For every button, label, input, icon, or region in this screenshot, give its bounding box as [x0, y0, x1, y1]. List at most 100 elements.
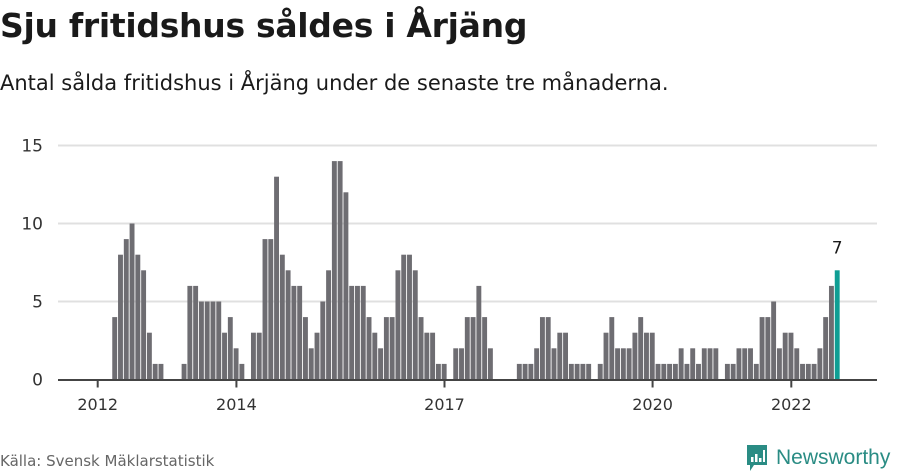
bar — [638, 317, 644, 380]
bar — [736, 348, 742, 380]
bar — [250, 332, 256, 380]
bar — [597, 363, 603, 380]
bar — [256, 332, 262, 380]
bar — [435, 363, 441, 380]
bar — [152, 363, 158, 380]
bar — [279, 254, 285, 380]
highlight-value-label: 7 — [832, 238, 843, 258]
bar — [378, 348, 384, 380]
bar — [724, 363, 730, 380]
x-tick-label: 2014 — [216, 395, 257, 414]
bar — [672, 363, 678, 380]
bar — [563, 332, 568, 380]
bar — [626, 348, 632, 380]
bar — [355, 285, 360, 380]
bar — [407, 254, 412, 380]
bar — [129, 223, 135, 380]
bar — [828, 285, 834, 380]
bar — [146, 332, 152, 380]
bar — [349, 285, 355, 380]
bar — [227, 317, 233, 380]
bar — [539, 317, 545, 380]
bar — [303, 317, 308, 380]
bar — [534, 348, 540, 380]
bar — [776, 348, 782, 380]
x-tick-label: 2022 — [771, 395, 812, 414]
y-tick-label: 15 — [21, 137, 43, 157]
y-tick-label: 0 — [32, 371, 43, 391]
bar — [620, 348, 626, 380]
bar — [545, 317, 551, 380]
bar — [262, 239, 268, 380]
bar — [470, 317, 476, 380]
bar — [222, 332, 227, 380]
bar — [701, 348, 707, 380]
bar — [678, 348, 684, 380]
x-tick-label: 2020 — [632, 395, 673, 414]
bar — [713, 348, 719, 380]
bar — [268, 239, 274, 380]
bar — [661, 363, 667, 380]
bar — [817, 348, 823, 380]
brand-name: Newsworthy — [776, 446, 891, 469]
bar — [216, 301, 222, 380]
bar — [331, 161, 337, 380]
bar — [632, 332, 638, 380]
x-axis — [58, 379, 877, 388]
bar — [568, 363, 574, 380]
highlight-bar — [834, 270, 840, 380]
chart-title: Sju fritidshus såldes i Årjäng — [0, 6, 528, 45]
bar — [239, 363, 245, 380]
bar — [476, 285, 482, 380]
bar — [343, 192, 349, 380]
bar — [326, 270, 332, 380]
bar — [800, 363, 805, 380]
x-tick-label: 2017 — [424, 395, 465, 414]
bar — [453, 348, 459, 380]
bar — [135, 254, 141, 380]
bar — [464, 317, 470, 380]
bar — [730, 363, 736, 380]
bar — [644, 332, 649, 380]
bar — [372, 332, 378, 380]
bar — [291, 285, 297, 380]
bar — [412, 270, 418, 380]
bar — [615, 348, 621, 380]
y-tick-label: 10 — [21, 215, 43, 235]
newsworthy-logo[interactable]: Newsworthy — [745, 443, 890, 473]
x-tick-label: 2012 — [77, 395, 118, 414]
bar — [580, 363, 586, 380]
bar — [383, 317, 389, 380]
bar — [112, 317, 118, 380]
gridlines — [58, 144, 877, 303]
bar — [528, 363, 534, 380]
bar — [696, 363, 701, 380]
bar — [522, 363, 528, 380]
bar — [193, 285, 199, 380]
bar — [395, 270, 401, 380]
bar — [707, 348, 713, 380]
bar — [459, 348, 464, 380]
bar — [759, 317, 765, 380]
bar — [742, 348, 748, 380]
bar — [297, 285, 303, 380]
highlight-annotation: 7 — [832, 238, 843, 258]
bar — [753, 363, 759, 380]
bar — [603, 332, 609, 380]
bar — [360, 285, 366, 380]
bar — [123, 239, 129, 380]
bar — [389, 317, 395, 380]
bar — [684, 363, 690, 380]
bar — [551, 348, 557, 380]
y-tick-label: 5 — [32, 293, 43, 313]
bar — [690, 348, 696, 380]
bar — [187, 285, 193, 380]
bar — [337, 161, 343, 380]
bar — [320, 301, 326, 380]
bar — [788, 332, 794, 380]
bar — [401, 254, 407, 380]
bar — [655, 363, 661, 380]
bar — [308, 348, 314, 380]
bar — [586, 363, 592, 380]
